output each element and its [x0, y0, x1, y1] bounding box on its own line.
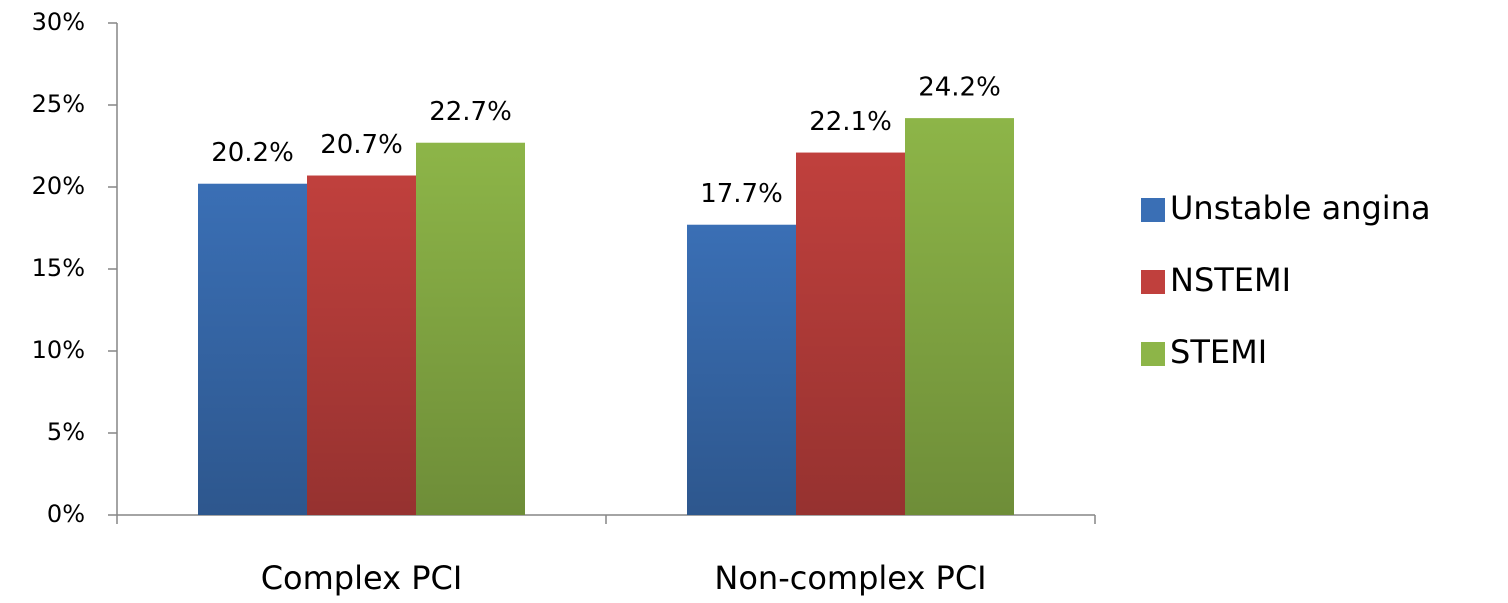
- x-tick-label: Non-complex PCI: [714, 559, 986, 597]
- bar-shade: [687, 224, 796, 515]
- y-tick-label: 10%: [32, 336, 85, 364]
- legend-swatch: [1141, 342, 1165, 366]
- bar-shade: [796, 152, 905, 515]
- y-tick-label: 15%: [32, 254, 85, 282]
- y-tick-label: 0%: [47, 500, 85, 528]
- value-label: 22.1%: [809, 107, 892, 137]
- value-label: 20.2%: [211, 138, 294, 168]
- y-tick-label: 5%: [47, 418, 85, 446]
- bar-shade: [307, 175, 416, 515]
- value-label: 24.2%: [918, 73, 1001, 103]
- x-tick-label: Complex PCI: [261, 559, 463, 597]
- legend-label: STEMI: [1170, 333, 1267, 371]
- y-tick-label: 25%: [32, 90, 85, 118]
- bar-shade: [198, 183, 307, 515]
- value-label: 22.7%: [429, 97, 512, 127]
- legend-label: NSTEMI: [1170, 261, 1291, 299]
- legend-swatch: [1141, 198, 1165, 222]
- y-tick-label: 20%: [32, 172, 85, 200]
- bar-shade: [905, 118, 1014, 516]
- y-tick-label: 30%: [32, 8, 85, 36]
- value-label: 20.7%: [320, 130, 403, 160]
- value-label: 17.7%: [700, 179, 783, 209]
- bar-shade: [416, 142, 525, 515]
- legend-swatch: [1141, 270, 1165, 294]
- legend-label: Unstable angina: [1170, 189, 1431, 227]
